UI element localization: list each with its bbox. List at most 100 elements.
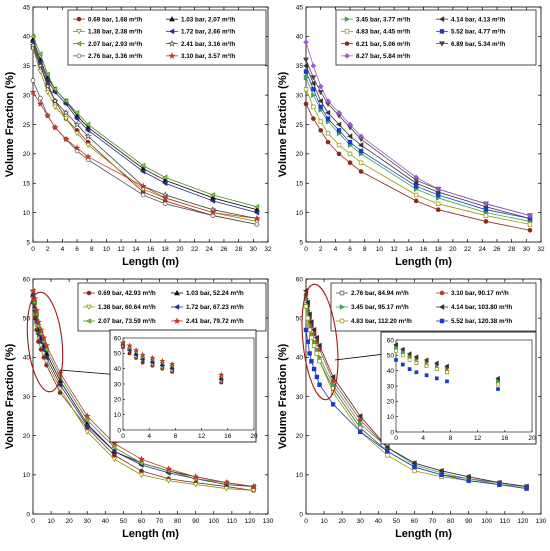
data-point bbox=[307, 327, 312, 333]
data-point bbox=[74, 109, 80, 116]
data-point bbox=[336, 128, 342, 133]
data-point bbox=[111, 448, 117, 455]
chart-panel-2: 0 2 4 6 8 10 12 14 16 18 20 22 24 26 28 30 3251015202530… bbox=[277, 4, 545, 268]
data-point bbox=[316, 342, 322, 349]
y-tick-label: 45 bbox=[296, 4, 304, 11]
data-point bbox=[307, 351, 312, 356]
inset-data-point bbox=[414, 361, 419, 365]
inset-data-point bbox=[394, 345, 399, 351]
data-point bbox=[358, 429, 363, 434]
data-point bbox=[385, 449, 390, 454]
legend-marker bbox=[168, 40, 176, 47]
inset-data-point bbox=[126, 347, 132, 353]
data-point bbox=[336, 109, 342, 116]
legend-marker bbox=[76, 53, 82, 59]
data-point bbox=[253, 209, 260, 216]
data-point bbox=[44, 112, 52, 119]
legend-label: 2.07 bar, 73.59 m³/h bbox=[98, 318, 156, 325]
inset-data-point bbox=[400, 353, 405, 358]
inset-data-point bbox=[393, 342, 398, 348]
y-tick-label: 10 bbox=[296, 472, 304, 479]
x-tick-label: 16 bbox=[420, 246, 428, 253]
data-point bbox=[84, 422, 90, 429]
x-tick-label: 100 bbox=[481, 518, 492, 525]
x-tick-label: 80 bbox=[447, 518, 455, 525]
legend-marker bbox=[75, 40, 82, 47]
data-point bbox=[411, 460, 417, 466]
legend-label: 3.10 bar, 90.17 m³/h bbox=[451, 290, 509, 297]
data-point bbox=[112, 452, 117, 458]
data-point bbox=[527, 227, 533, 233]
data-point bbox=[336, 151, 342, 157]
data-point bbox=[311, 92, 317, 99]
data-point bbox=[74, 115, 80, 122]
inset-box bbox=[380, 331, 537, 445]
legend-marker bbox=[344, 16, 351, 23]
x-tick-label: 10 bbox=[47, 518, 55, 525]
y-tick-label: 35 bbox=[23, 63, 31, 70]
x-axis-title: Length (m) bbox=[122, 528, 179, 540]
legend-label: 4.83 bar, 112.20 m³/h bbox=[351, 318, 412, 325]
legend-item: 2.41 bar, 3.16 m³/h bbox=[166, 40, 235, 48]
legend-label: 2.07 bar, 2.93 m³/h bbox=[88, 41, 142, 48]
data-point bbox=[347, 151, 353, 157]
data-point bbox=[223, 479, 230, 486]
y-tick-label: 40 bbox=[296, 355, 304, 362]
data-point bbox=[413, 192, 419, 198]
legend-item: 5.52 bar, 120.38 m³/h bbox=[436, 318, 512, 325]
x-tick-label: 40 bbox=[375, 518, 383, 525]
data-point bbox=[73, 144, 81, 151]
inset-box bbox=[109, 329, 257, 443]
data-point bbox=[317, 382, 322, 387]
data-point bbox=[162, 180, 168, 187]
series-line bbox=[305, 59, 531, 216]
legend-label: 6.21 bar, 5.06 m³/h bbox=[356, 41, 410, 48]
data-point bbox=[336, 121, 342, 128]
data-point bbox=[38, 95, 43, 101]
series-7 bbox=[303, 39, 533, 219]
data-point bbox=[357, 417, 363, 423]
data-point bbox=[209, 209, 217, 216]
inset-data-point bbox=[423, 357, 429, 363]
data-point bbox=[483, 201, 489, 207]
data-point bbox=[358, 142, 364, 148]
x-tick-label: 0 bbox=[304, 518, 308, 525]
data-point bbox=[44, 71, 50, 78]
data-point bbox=[311, 343, 317, 348]
data-point bbox=[162, 174, 168, 181]
legend-marker bbox=[168, 52, 176, 59]
data-point bbox=[313, 334, 320, 341]
chart-panel-4: 0 10 20 30 40 50 60 70 80 90 100 110 120 130010203040… bbox=[277, 276, 547, 540]
legend-label: 1.38 bar, 60.64 m³/h bbox=[98, 304, 156, 311]
data-point bbox=[304, 299, 310, 306]
x-tick-label: 6 bbox=[75, 246, 79, 253]
data-point bbox=[347, 139, 353, 145]
data-point bbox=[36, 62, 44, 69]
inset-data-point bbox=[126, 342, 133, 349]
data-point bbox=[318, 119, 323, 124]
data-point bbox=[30, 78, 36, 83]
inset-x-tick-label: 20 bbox=[250, 433, 258, 440]
data-point bbox=[29, 287, 37, 294]
inset-data-point bbox=[159, 363, 165, 369]
legend-label: 3.45 bar, 3.77 m³/h bbox=[356, 16, 410, 23]
legend-marker bbox=[344, 41, 350, 46]
y-tick-label: 20 bbox=[23, 433, 31, 440]
data-point bbox=[527, 212, 533, 219]
legend-marker bbox=[438, 16, 445, 23]
x-tick-label: 70 bbox=[156, 518, 164, 525]
y-axis-title: Volume Fraction (%) bbox=[277, 343, 289, 449]
inset-data-point bbox=[495, 375, 500, 381]
series-5 bbox=[29, 33, 260, 210]
highlight-ellipse bbox=[301, 283, 339, 401]
y-tick-label: 50 bbox=[296, 315, 304, 322]
data-point bbox=[358, 133, 364, 140]
legend-item: 2.07 bar, 73.59 m³/h bbox=[83, 318, 156, 325]
data-point bbox=[306, 311, 312, 318]
inset-y-tick-label: 20 bbox=[114, 397, 122, 404]
data-point bbox=[250, 488, 257, 494]
legend-marker bbox=[344, 53, 350, 59]
data-point bbox=[347, 121, 353, 128]
data-point bbox=[209, 192, 216, 198]
inset-data-point bbox=[406, 351, 412, 357]
